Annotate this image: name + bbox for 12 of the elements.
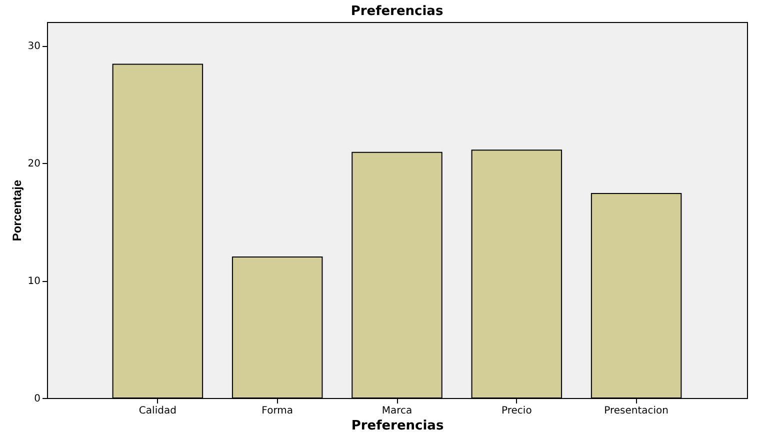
chart-title: Preferencias — [350, 4, 444, 19]
y-tick-label: 10 — [28, 276, 40, 287]
y-tick-label: 0 — [34, 394, 40, 404]
x-tick-label: Precio — [502, 406, 532, 416]
x-tick-label: Presentacion — [604, 406, 669, 416]
y-tick-label: 20 — [28, 158, 40, 170]
x-axis-title: Preferencias — [351, 418, 444, 434]
x-tick-label: Marca — [382, 406, 412, 416]
x-tick-label: Forma — [262, 406, 294, 416]
y-tick-label: 30 — [28, 41, 40, 52]
y-axis-title: Porcentaje — [10, 179, 24, 242]
x-tick-label: Calidad — [138, 406, 176, 416]
